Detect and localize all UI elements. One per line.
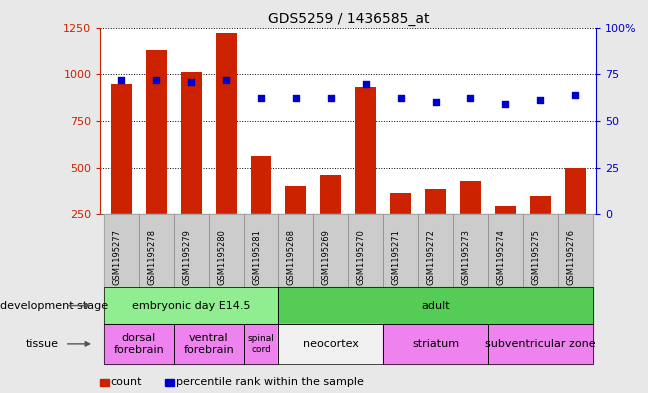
Point bbox=[430, 99, 441, 105]
Text: GSM1195281: GSM1195281 bbox=[252, 229, 261, 285]
Bar bbox=[495, 206, 516, 261]
Bar bbox=[425, 189, 446, 261]
Text: striatum: striatum bbox=[412, 339, 459, 349]
Point bbox=[395, 95, 406, 101]
Point bbox=[360, 80, 371, 86]
Text: embryonic day E14.5: embryonic day E14.5 bbox=[132, 301, 251, 310]
Bar bbox=[251, 156, 272, 261]
Text: percentile rank within the sample: percentile rank within the sample bbox=[176, 377, 364, 387]
Bar bbox=[111, 83, 132, 261]
Title: GDS5259 / 1436585_at: GDS5259 / 1436585_at bbox=[268, 13, 429, 26]
Text: GSM1195276: GSM1195276 bbox=[566, 229, 575, 285]
Text: dorsal
forebrain: dorsal forebrain bbox=[113, 333, 164, 354]
Text: GSM1195271: GSM1195271 bbox=[391, 229, 400, 285]
Text: GSM1195273: GSM1195273 bbox=[461, 229, 470, 285]
Text: development stage: development stage bbox=[0, 301, 108, 310]
Point bbox=[256, 95, 266, 101]
Text: GSM1195274: GSM1195274 bbox=[496, 229, 505, 285]
Bar bbox=[530, 196, 551, 261]
Point bbox=[151, 77, 161, 83]
Point bbox=[326, 95, 336, 101]
Bar bbox=[216, 33, 237, 261]
Point bbox=[570, 92, 581, 98]
Bar bbox=[146, 50, 167, 261]
Text: tissue: tissue bbox=[26, 339, 59, 349]
Bar bbox=[460, 180, 481, 261]
Point bbox=[221, 77, 231, 83]
Text: GSM1195279: GSM1195279 bbox=[182, 229, 191, 285]
Text: GSM1195277: GSM1195277 bbox=[112, 229, 121, 285]
Text: GSM1195275: GSM1195275 bbox=[531, 229, 540, 285]
Text: ventral
forebrain: ventral forebrain bbox=[183, 333, 234, 354]
Text: GSM1195278: GSM1195278 bbox=[147, 229, 156, 285]
Text: GSM1195280: GSM1195280 bbox=[217, 229, 226, 285]
Bar bbox=[390, 193, 411, 261]
Text: GSM1195269: GSM1195269 bbox=[322, 229, 331, 285]
Point bbox=[116, 77, 126, 83]
Bar bbox=[286, 186, 307, 261]
Text: GSM1195270: GSM1195270 bbox=[357, 229, 365, 285]
Point bbox=[465, 95, 476, 101]
Bar bbox=[181, 72, 202, 261]
Text: spinal
cord: spinal cord bbox=[248, 334, 275, 354]
Point bbox=[186, 79, 196, 85]
Bar bbox=[320, 175, 341, 261]
Bar bbox=[565, 169, 586, 261]
Text: count: count bbox=[111, 377, 143, 387]
Text: GSM1195272: GSM1195272 bbox=[426, 229, 435, 285]
Point bbox=[291, 95, 301, 101]
Text: subventricular zone: subventricular zone bbox=[485, 339, 596, 349]
Text: adult: adult bbox=[421, 301, 450, 310]
Text: neocortex: neocortex bbox=[303, 339, 359, 349]
Point bbox=[500, 101, 511, 107]
Point bbox=[535, 97, 546, 103]
Text: GSM1195268: GSM1195268 bbox=[287, 229, 296, 285]
Bar bbox=[355, 87, 376, 261]
